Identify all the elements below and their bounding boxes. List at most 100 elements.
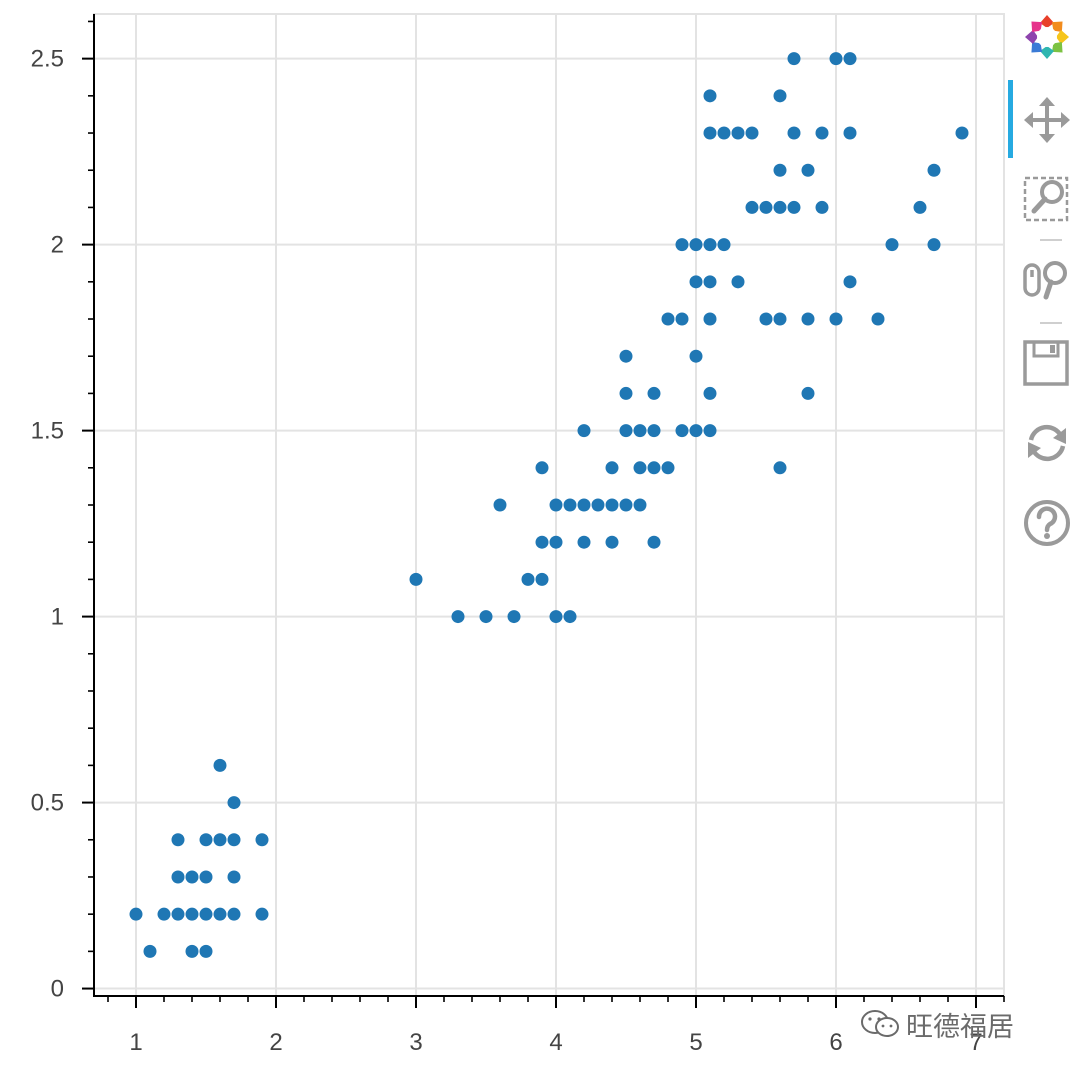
wheel-zoom-icon (1023, 261, 1067, 300)
data-point (199, 944, 213, 958)
data-point (563, 610, 577, 624)
data-point (619, 386, 633, 400)
data-point (703, 238, 717, 252)
bokeh-logo-button[interactable] (1022, 12, 1072, 62)
y-tick-label: 1 (51, 604, 64, 631)
data-point (255, 833, 269, 847)
data-point (703, 312, 717, 326)
data-point (801, 163, 815, 177)
data-point (199, 870, 213, 884)
data-point (843, 275, 857, 289)
x-tick-label: 5 (689, 1029, 702, 1056)
save-icon (1023, 340, 1069, 386)
data-point (787, 126, 801, 140)
data-point (171, 907, 185, 921)
data-point (773, 312, 787, 326)
data-point (759, 312, 773, 326)
data-point (479, 610, 493, 624)
data-point (647, 461, 661, 475)
x-tick-label: 6 (829, 1029, 842, 1056)
data-point (185, 870, 199, 884)
data-point (549, 535, 563, 549)
data-point (619, 349, 633, 363)
data-point (787, 52, 801, 66)
data-point (227, 907, 241, 921)
data-point (171, 833, 185, 847)
y-tick-label: 0 (51, 976, 64, 1003)
data-point (801, 312, 815, 326)
data-point (717, 238, 731, 252)
data-point (815, 126, 829, 140)
x-tick-label: 2 (269, 1029, 282, 1056)
data-point (647, 386, 661, 400)
data-point (675, 312, 689, 326)
x-tick-label: 1 (129, 1029, 142, 1056)
data-point (787, 200, 801, 214)
x-tick-label: 7 (969, 1029, 982, 1056)
data-point (493, 498, 507, 512)
scatter-plot: 1 2 3 4 5 6 7 0 0.5 1 1.5 2 2.5 (31, 13, 1005, 1056)
data-point (619, 498, 633, 512)
data-point (773, 163, 787, 177)
data-point (773, 89, 787, 103)
data-point (829, 312, 843, 326)
y-tick-label: 0.5 (31, 790, 64, 817)
data-point (661, 461, 675, 475)
data-point (703, 424, 717, 438)
plot-toolbar (1008, 0, 1080, 560)
pan-tool-button[interactable] (1022, 95, 1072, 145)
data-point (689, 275, 703, 289)
data-point (703, 89, 717, 103)
help-tool-button[interactable] (1022, 498, 1072, 548)
data-point (157, 907, 171, 921)
data-point (955, 126, 969, 140)
data-point (255, 907, 269, 921)
watermark-text: 旺德福居 (906, 1011, 1014, 1043)
x-tick-labels: 1 2 3 4 5 6 7 (129, 1029, 982, 1056)
data-point (927, 163, 941, 177)
plot-frame (93, 13, 1005, 997)
save-tool-button[interactable] (1022, 338, 1072, 388)
data-point (885, 238, 899, 252)
data-point (549, 498, 563, 512)
data-point (619, 424, 633, 438)
data-point (689, 238, 703, 252)
data-point (185, 944, 199, 958)
y-tick-label: 1.5 (31, 418, 64, 445)
wheel-zoom-tool-button[interactable] (1022, 255, 1072, 305)
reset-icon (1028, 424, 1066, 462)
data-point (647, 535, 661, 549)
data-point (717, 126, 731, 140)
data-point (731, 126, 745, 140)
data-point (451, 610, 465, 624)
data-point (633, 424, 647, 438)
data-point (675, 238, 689, 252)
data-point (703, 275, 717, 289)
y-tick-label: 2.5 (31, 46, 64, 73)
data-point (675, 424, 689, 438)
data-point (129, 907, 143, 921)
data-point (227, 796, 241, 810)
data-point (171, 870, 185, 884)
help-icon (1024, 500, 1070, 546)
data-point (647, 424, 661, 438)
data-point (773, 461, 787, 475)
x-grid (135, 14, 977, 996)
axes (82, 14, 1005, 1008)
data-point (843, 52, 857, 66)
data-point (661, 312, 675, 326)
watermark: 旺德福居 (860, 1006, 1014, 1043)
data-point (703, 386, 717, 400)
reset-tool-button[interactable] (1022, 418, 1072, 468)
data-point (227, 833, 241, 847)
toolbar-separator (1040, 322, 1062, 324)
data-point (633, 498, 647, 512)
box-zoom-tool-button[interactable] (1022, 173, 1072, 223)
data-point (213, 833, 227, 847)
y-tick-labels: 0 0.5 1 1.5 2 2.5 (31, 46, 64, 1003)
data-point (801, 386, 815, 400)
data-point (913, 200, 927, 214)
data-point (577, 535, 591, 549)
data-point (605, 461, 619, 475)
data-point (577, 424, 591, 438)
